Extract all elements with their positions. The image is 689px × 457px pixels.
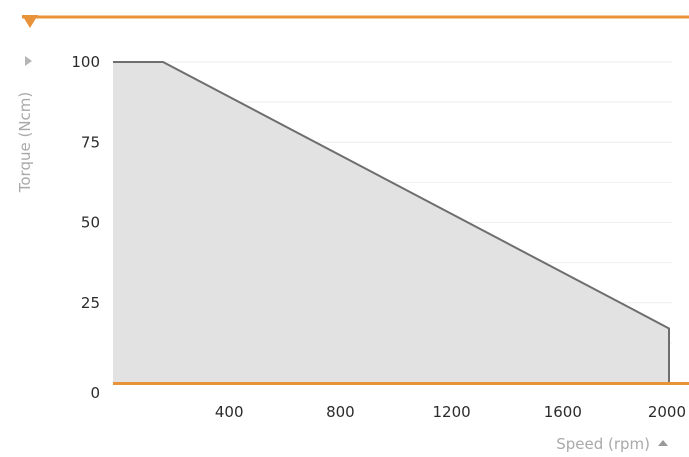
x-tick-label: 2000 [648,403,686,421]
torque-curve-line [113,61,670,383]
y-tick-label: 0 [90,384,100,402]
y-axis-arrow-icon [25,56,32,66]
torque-area-fill [113,62,669,383]
x-tick-labels: 400 800 1200 1600 2000 [215,403,686,421]
y-tick-label: 25 [81,294,100,312]
y-tick-labels: 0 25 50 75 100 [71,53,100,402]
y-tick-label: 75 [81,133,100,151]
x-axis-title: Speed (rpm) [556,435,650,453]
x-tick-label: 1200 [433,403,471,421]
x-axis-arrow-icon [658,440,668,446]
top-marker-triangle-icon [22,15,38,28]
x-tick-label: 800 [326,403,355,421]
y-tick-label: 50 [81,214,100,232]
y-axis-title: Torque (Ncm) [16,92,34,194]
x-tick-label: 1600 [544,403,582,421]
x-tick-label: 400 [215,403,244,421]
y-tick-label: 100 [71,53,100,71]
